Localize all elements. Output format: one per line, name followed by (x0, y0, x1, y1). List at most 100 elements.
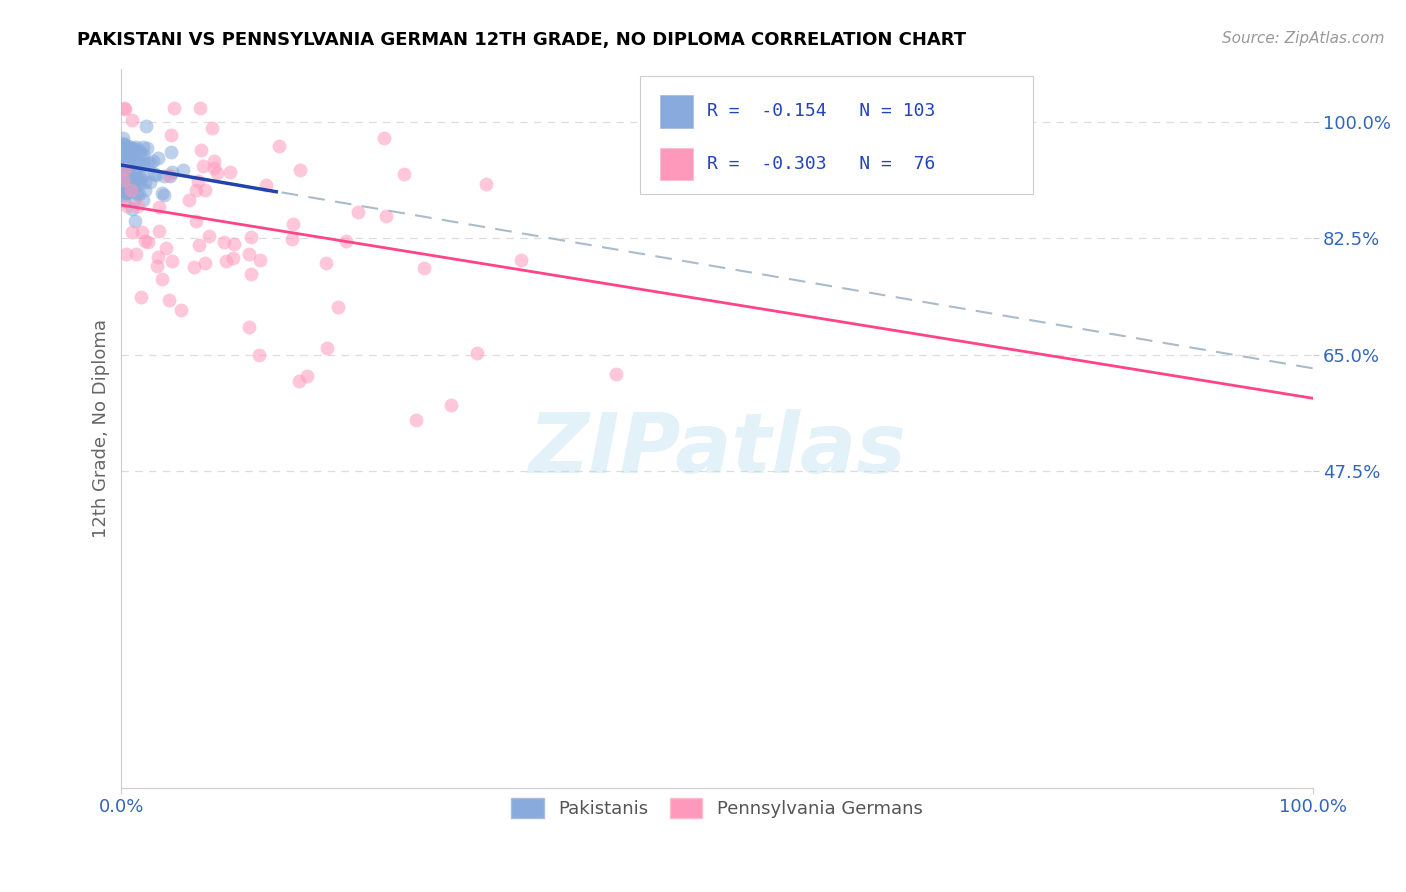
Point (509, 252, 531, 267)
Point (111, 183, 134, 197)
Point (111, 162, 134, 177)
Point (112, 179, 135, 194)
Bar (659, 148, 693, 180)
Point (475, 177, 498, 191)
Point (153, 188, 176, 202)
Point (240, 267, 263, 281)
Point (115, 169, 138, 183)
Point (120, 146, 142, 161)
Point (112, 149, 135, 163)
Point (111, 169, 134, 184)
Point (247, 348, 270, 362)
Point (114, 160, 136, 174)
Point (186, 183, 208, 197)
Point (124, 214, 146, 228)
Point (121, 180, 143, 194)
Point (146, 152, 169, 166)
Point (188, 102, 211, 116)
Point (215, 254, 238, 268)
Point (111, 137, 134, 152)
Point (112, 177, 135, 191)
Point (177, 193, 200, 207)
Point (115, 199, 138, 213)
Point (129, 176, 152, 190)
Point (120, 182, 142, 196)
Point (124, 155, 146, 169)
Point (117, 146, 139, 161)
Point (112, 102, 135, 116)
Point (139, 156, 162, 170)
Point (197, 229, 219, 244)
Point (125, 169, 148, 184)
Point (148, 200, 170, 214)
Point (122, 141, 145, 155)
Point (249, 252, 271, 267)
Point (131, 146, 153, 161)
Point (219, 165, 242, 179)
Point (118, 140, 141, 154)
Point (288, 162, 311, 177)
Point (281, 217, 304, 231)
Point (191, 159, 214, 173)
Point (131, 225, 153, 239)
Point (146, 260, 169, 274)
Point (111, 188, 134, 202)
Point (139, 175, 162, 189)
Point (316, 341, 339, 355)
Point (132, 140, 155, 154)
Point (207, 166, 229, 180)
Point (118, 169, 141, 183)
Point (112, 178, 135, 192)
Point (135, 120, 157, 134)
Point (157, 169, 180, 183)
Point (124, 142, 146, 156)
Point (114, 162, 136, 177)
Point (121, 171, 143, 186)
Point (117, 169, 139, 183)
Point (148, 224, 170, 238)
Point (188, 238, 211, 252)
Point (222, 236, 245, 251)
Point (111, 131, 134, 145)
Point (127, 156, 149, 170)
Point (134, 234, 156, 248)
Point (112, 173, 135, 187)
Point (373, 130, 395, 145)
Point (221, 252, 243, 266)
Point (254, 178, 277, 192)
Point (115, 159, 138, 173)
Point (115, 168, 138, 182)
Legend: Pakistanis, Pennsylvania Germans: Pakistanis, Pennsylvania Germans (503, 790, 929, 826)
Point (121, 168, 143, 182)
Point (202, 154, 225, 169)
Point (194, 183, 217, 197)
Point (131, 290, 153, 304)
Point (392, 167, 415, 181)
Point (145, 169, 167, 183)
Point (187, 174, 209, 188)
Point (146, 250, 169, 264)
Point (124, 174, 146, 188)
Point (115, 178, 138, 192)
Point (347, 205, 370, 219)
Point (117, 139, 139, 153)
Point (121, 150, 143, 164)
Point (170, 303, 193, 318)
Point (155, 241, 177, 255)
Point (202, 161, 225, 175)
Point (117, 180, 139, 194)
Point (136, 235, 159, 249)
Text: Source: ZipAtlas.com: Source: ZipAtlas.com (1222, 31, 1385, 46)
Point (281, 232, 304, 246)
Point (405, 413, 427, 427)
Bar (659, 95, 693, 128)
Point (128, 186, 150, 201)
Point (114, 146, 136, 161)
Point (212, 235, 235, 250)
Point (184, 214, 207, 228)
Point (124, 165, 146, 179)
Point (238, 247, 260, 261)
FancyBboxPatch shape (640, 76, 1032, 194)
Point (160, 145, 183, 159)
Point (111, 167, 134, 181)
